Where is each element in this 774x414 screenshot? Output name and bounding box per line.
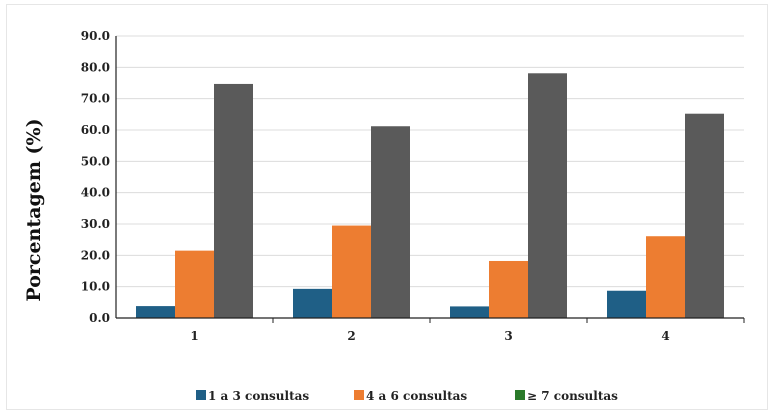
bar: [371, 126, 410, 319]
y-tick-labels: 0.0 10.0 20.0 30.0 40.0 50.0 60.0 70.0 80.0 90.0: [81, 29, 110, 325]
legend-swatch: [196, 390, 206, 400]
bar: [136, 306, 175, 318]
x-tick-labels: 1 2 3 4: [190, 318, 745, 343]
y-tick-label: 20.0: [81, 248, 110, 262]
bar: [214, 83, 253, 318]
bar: [450, 306, 489, 318]
legend-label: 1 a 3 consultas: [208, 389, 309, 403]
y-tick-label: 50.0: [81, 154, 110, 168]
bar: [528, 73, 567, 318]
x-tick-label: 4: [661, 329, 669, 343]
legend: 1 a 3 consultas 4 a 6 consultas ≥ 7 consul…: [196, 389, 618, 403]
x-tick-label: 2: [347, 329, 355, 343]
bar: [293, 288, 332, 318]
bar: [685, 113, 724, 318]
bar: [607, 290, 646, 318]
y-tick-label: 60.0: [81, 123, 110, 137]
legend-swatch: [354, 390, 364, 400]
y-tick-label: 80.0: [81, 60, 110, 74]
bar: [175, 250, 214, 318]
x-tick-label: 1: [190, 329, 198, 343]
legend-swatch: [515, 390, 525, 400]
y-tick-label: 30.0: [81, 217, 110, 231]
bars: [136, 73, 724, 319]
bar: [646, 236, 685, 318]
y-tick-label: 40.0: [81, 186, 110, 200]
legend-label: 4 a 6 consultas: [366, 389, 467, 403]
y-axis-title: Porcentagem (%): [23, 118, 45, 301]
legend-label: ≥ 7 consultas: [527, 389, 618, 403]
x-tick-label: 3: [504, 329, 512, 343]
y-tick-label: 90.0: [81, 29, 110, 43]
bar: [332, 225, 371, 318]
y-tick-label: 70.0: [81, 92, 110, 106]
y-tick-label: 10.0: [81, 280, 110, 294]
bar: [489, 260, 528, 318]
y-tick-label: 0.0: [89, 311, 110, 325]
